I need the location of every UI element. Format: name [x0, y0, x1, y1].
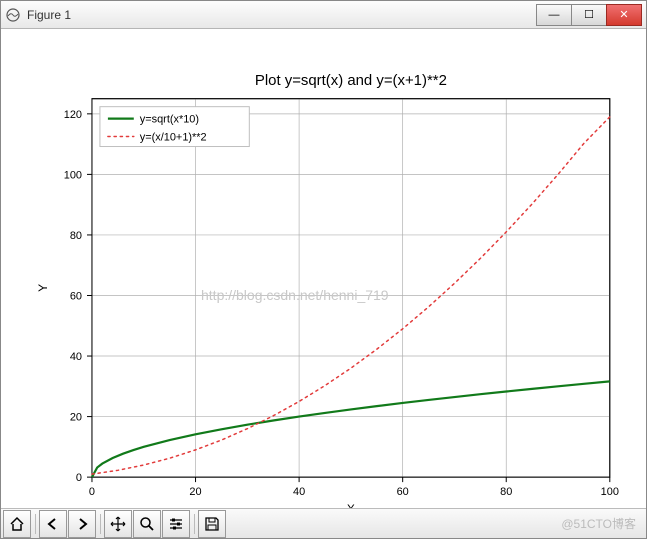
separator — [194, 514, 195, 534]
sliders-icon — [168, 516, 184, 532]
separator — [100, 514, 101, 534]
svg-text:120: 120 — [64, 109, 82, 121]
svg-text:20: 20 — [189, 486, 201, 498]
back-button[interactable] — [39, 510, 67, 538]
app-icon — [5, 7, 21, 23]
svg-text:y=(x/10+1)**2: y=(x/10+1)**2 — [140, 132, 207, 144]
svg-text:100: 100 — [64, 169, 82, 181]
save-icon — [204, 516, 220, 532]
svg-text:40: 40 — [70, 351, 82, 363]
maximize-icon: ☐ — [584, 8, 594, 21]
plot-canvas: 0 20 40 60 80 100 0 20 40 60 80 100 120 Plot y=sqrt(x… — [1, 29, 646, 508]
maximize-button[interactable]: ☐ — [571, 4, 607, 26]
svg-text:80: 80 — [70, 230, 82, 242]
configure-button[interactable] — [162, 510, 190, 538]
back-icon — [45, 516, 61, 532]
close-icon: ✕ — [619, 8, 628, 21]
svg-text:0: 0 — [89, 486, 95, 498]
chart-svg: 0 20 40 60 80 100 0 20 40 60 80 100 120 Plot y=sqrt(x… — [1, 29, 646, 508]
forward-button[interactable] — [68, 510, 96, 538]
minimize-icon: — — [549, 9, 560, 21]
svg-text:y=sqrt(x*10): y=sqrt(x*10) — [140, 114, 199, 126]
svg-text:Plot y=sqrt(x) and y=(x+1)**2: Plot y=sqrt(x) and y=(x+1)**2 — [255, 72, 447, 89]
svg-text:60: 60 — [70, 290, 82, 302]
title-bar[interactable]: Figure 1 — ☐ ✕ — [1, 1, 646, 29]
save-button[interactable] — [198, 510, 226, 538]
window-frame: Figure 1 — ☐ ✕ 0 20 40 60 80 100 0 20 40 60 80 100 1… — [0, 0, 647, 539]
svg-text:40: 40 — [293, 486, 305, 498]
home-icon — [9, 516, 25, 532]
pan-icon — [110, 516, 126, 532]
zoom-icon — [139, 516, 155, 532]
svg-text:20: 20 — [70, 412, 82, 424]
forward-icon — [74, 516, 90, 532]
close-button[interactable]: ✕ — [606, 4, 642, 26]
source-stamp: @51CTO博客 — [561, 515, 644, 532]
svg-text:60: 60 — [397, 486, 409, 498]
svg-text:0: 0 — [76, 472, 82, 484]
mpl-toolbar: @51CTO博客 — [1, 508, 646, 538]
zoom-button[interactable] — [133, 510, 161, 538]
pan-button[interactable] — [104, 510, 132, 538]
svg-text:Y: Y — [36, 284, 50, 292]
home-button[interactable] — [3, 510, 31, 538]
minimize-button[interactable]: — — [536, 4, 572, 26]
separator — [35, 514, 36, 534]
svg-text:80: 80 — [500, 486, 512, 498]
window-title: Figure 1 — [27, 8, 537, 22]
svg-text:100: 100 — [601, 486, 619, 498]
